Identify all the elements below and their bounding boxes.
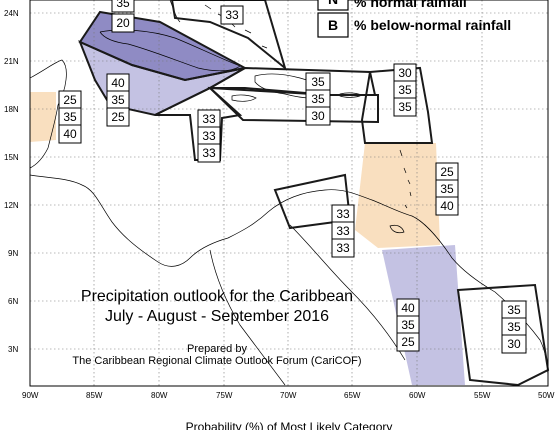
legend-letter-n: N: [328, 0, 338, 7]
latitude-labels: 24N 21N 18N 15N 12N 9N 6N 3N: [4, 9, 19, 354]
lat-label-9n: 9N: [8, 249, 18, 258]
lon-label-60w: 60W: [409, 391, 426, 400]
lon-label-55w: 55W: [474, 391, 491, 400]
outline-bahamas: [170, 0, 287, 71]
lesser-antilles: [399, 149, 412, 209]
lat-label-3n: 3N: [8, 345, 18, 354]
prob-value: 35: [111, 93, 125, 107]
outlook-period: July - August - September 2016: [105, 308, 329, 325]
prob-value: 40: [111, 76, 125, 90]
probability-boxes: 35 20 33 40 35 25 25 35 40 33 33 33 35 3…: [58, 0, 527, 354]
prob-value: 40: [401, 301, 415, 315]
prob-value: 25: [111, 110, 125, 124]
prob-value: 30: [311, 109, 325, 123]
longitude-labels: 90W 85W 80W 75W 70W 65W 60W 55W 50W: [22, 391, 555, 400]
prob-value: 40: [63, 127, 77, 141]
lat-label-21n: 21N: [4, 57, 19, 66]
prob-value: 35: [116, 0, 130, 10]
legend-letter-b: B: [328, 17, 338, 33]
south-america-coast: [371, 199, 549, 381]
prob-value: 33: [202, 112, 216, 126]
prob-value: 25: [440, 165, 454, 179]
prob-value: 35: [398, 83, 412, 97]
lon-label-70w: 70W: [280, 391, 297, 400]
legend-item-below: B % below-normal rainfall: [317, 12, 511, 38]
outline-suriname: [456, 283, 550, 387]
prob-value: 30: [507, 337, 521, 351]
credit-org: The Caribbean Regional Climate Outlook F…: [72, 355, 361, 367]
lon-label-90w: 90W: [22, 391, 39, 400]
lon-label-50w: 50W: [538, 391, 555, 400]
map-frame: [29, 0, 549, 387]
prob-box-bahamas: 33: [220, 5, 244, 25]
venezuela-inland: [289, 224, 406, 361]
lon-label-85w: 85W: [86, 391, 103, 400]
trinidad-coast: [389, 224, 405, 234]
prob-value: 35: [311, 92, 325, 106]
prob-value: 35: [398, 100, 412, 114]
prob-value: 33: [336, 241, 350, 255]
prob-value: 33: [225, 8, 239, 22]
prob-box-belize: 25 35 40: [58, 90, 82, 144]
colombia-inland: [209, 249, 286, 386]
outlook-title: Precipitation outlook for the Caribbean: [81, 288, 353, 305]
footer-caption: Probability (%) of Most Likely Category: [186, 420, 393, 430]
prob-box-hispaniola-pr: 35 35 30: [305, 72, 331, 126]
legend-label-normal: % normal rainfall: [354, 0, 467, 10]
prepared-by: Prepared by: [187, 343, 247, 355]
prob-value: 35: [507, 320, 521, 334]
prob-value: 35: [311, 75, 325, 89]
prob-value: 40: [440, 199, 454, 213]
prob-value: 35: [507, 303, 521, 317]
prob-box-leewards-windwards: 25 35 40: [435, 162, 459, 216]
legend: N % normal rainfall B % below-normal rai…: [317, 0, 511, 38]
lat-label-12n: 12N: [4, 201, 19, 210]
prob-value: 33: [336, 224, 350, 238]
prob-value: 33: [336, 207, 350, 221]
prob-box-guyana-venezuela: 40 35 25: [396, 298, 420, 352]
prob-box-western-caribbean: 40 35 25: [106, 73, 130, 127]
prob-value: 25: [401, 335, 415, 349]
mexico-coast: [29, 59, 67, 169]
prob-value: 35: [401, 318, 415, 332]
prob-value: 33: [202, 146, 216, 160]
lat-label-6n: 6N: [8, 297, 18, 306]
prob-box-north-leewards: 30 35 35: [393, 63, 417, 117]
zone-belize-above: [30, 92, 56, 142]
outline-north-leewards: [360, 66, 434, 144]
lon-label-65w: 65W: [344, 391, 361, 400]
prob-box-abc-islands: 33 33 33: [331, 204, 355, 258]
prob-value: 35: [440, 182, 454, 196]
coastlines: [29, 0, 549, 386]
prob-value: 33: [202, 129, 216, 143]
prob-value: 20: [116, 16, 130, 30]
legend-item-normal: N % normal rainfall: [317, 0, 467, 11]
lat-label-18n: 18N: [4, 105, 19, 114]
jamaica-coast: [231, 94, 257, 102]
prob-value: 35: [63, 110, 77, 124]
central-america-coast: [29, 174, 373, 267]
prob-box-suriname: 35 35 30: [501, 300, 527, 354]
legend-label-below: % below-normal rainfall: [354, 17, 511, 33]
prob-value: 25: [63, 93, 77, 107]
zone-guyana-below: [382, 245, 465, 385]
lat-label-24n: 24N: [4, 9, 19, 18]
lat-label-15n: 15N: [4, 153, 19, 162]
lon-label-75w: 75W: [216, 391, 233, 400]
zone-leewards-above: [355, 143, 440, 248]
prob-value: 30: [398, 66, 412, 80]
prob-box-cuba-west: 35 20: [111, 0, 135, 33]
lon-label-80w: 80W: [151, 391, 168, 400]
prob-box-jamaica-cayman: 33 33 33: [197, 109, 221, 163]
cuba-coast: [99, 29, 241, 72]
